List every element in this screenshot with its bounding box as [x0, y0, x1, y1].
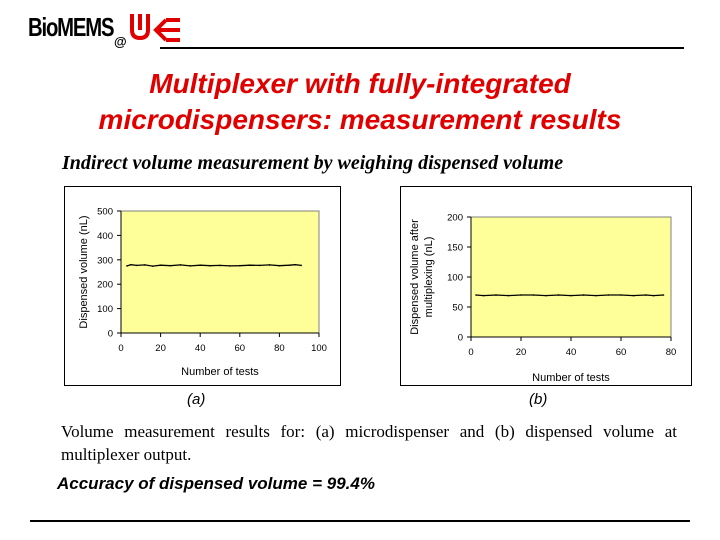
chart-a-ytick-label: 200	[97, 280, 113, 291]
chart-a-data-point	[268, 264, 271, 266]
chart-b-xtick-label: 0	[468, 347, 473, 358]
chart-b-ytick-label: 150	[447, 243, 463, 254]
chart-a-xtick-label: 60	[235, 343, 246, 354]
chart-a-xtick-label: 80	[274, 343, 285, 354]
chart-b-ylabel-line-2: multiplexing (nL)	[423, 237, 435, 318]
chart-a-ytick-label: 500	[97, 207, 113, 218]
chart-b-data-point	[495, 294, 497, 296]
chart-a: Dispensed volume (nL) Number of tests 0 1…	[78, 207, 327, 379]
chart-a-data-point	[248, 264, 251, 266]
chart-b-ylabel-line-1: Dispensed volume after	[409, 219, 421, 335]
chart-b-ytick-label: 50	[452, 303, 463, 314]
chart-a-plot-area	[120, 210, 320, 334]
chart-b-xtick-label: 60	[616, 347, 627, 358]
chart-a-data-point	[179, 264, 182, 266]
chart-a-data-point	[169, 264, 172, 267]
figure-caption: Volume measurement results for: (a) micr…	[61, 422, 677, 464]
chart-a-ylabel: Dispensed volume (nL)	[78, 215, 90, 328]
chart-b-data-point	[620, 294, 622, 296]
header-rule	[160, 47, 684, 49]
chart-b-xtick-label: 20	[516, 347, 527, 358]
chart-b-data-point	[607, 294, 610, 296]
chart-a-xtick-label: 0	[118, 343, 123, 354]
chart-a-data-point	[300, 264, 302, 267]
chart-b-frame: Dispensed volume after multiplexing (nL)…	[400, 186, 692, 386]
chart-b-xtick-label: 80	[666, 347, 677, 358]
chart-b-xtick-label: 40	[566, 347, 577, 358]
chart-a-data-point	[130, 263, 132, 266]
university-emblem-icon	[130, 14, 180, 42]
chart-b: Dispensed volume after multiplexing (nL)…	[409, 213, 677, 385]
chart-b-ytick-label: 0	[458, 333, 463, 344]
chart-b-data-point	[482, 294, 485, 297]
chart-a-ytick-label: 400	[97, 231, 113, 242]
chart-b-data-point	[520, 294, 522, 296]
chart-a-data-point	[239, 264, 241, 267]
chart-a-xtick-label: 100	[311, 343, 327, 354]
logo-text: BioMEMS	[28, 12, 114, 42]
chart-a-data-point	[199, 264, 201, 266]
chart-a-data-point	[143, 264, 146, 266]
chart-a-data-point	[159, 264, 162, 266]
chart-a-data-point	[229, 265, 231, 267]
chart-b-data-point	[632, 294, 635, 297]
chart-b-data-point	[662, 294, 665, 296]
chart-b-data-point	[557, 294, 560, 296]
chart-b-xlabel: Number of tests	[532, 372, 610, 384]
panel-label-a: (a)	[187, 391, 206, 408]
chart-a-data-point	[126, 265, 128, 267]
chart-b-data-point	[570, 294, 572, 297]
title-line-2: microdispensers: measurement results	[98, 104, 622, 135]
chart-a-ytick-label: 100	[97, 304, 113, 315]
chart-b-ytick-label: 100	[447, 273, 463, 284]
chart-a-data-point	[258, 264, 261, 267]
chart-b-data-point	[582, 294, 585, 296]
chart-a-data-point	[294, 263, 297, 266]
chart-a-data-point	[136, 264, 138, 267]
chart-a-xtick-label: 40	[195, 343, 206, 354]
chart-a-ytick-label: 300	[97, 255, 113, 266]
chart-a-data-point	[151, 265, 154, 267]
footer-rule	[30, 520, 690, 522]
chart-b-data-point	[545, 294, 547, 297]
biomems-logo: BioMEMS @	[28, 10, 180, 50]
chart-a-xtick-label: 20	[155, 343, 166, 354]
chart-a-data-point	[278, 264, 281, 267]
panel-label-b: (b)	[529, 391, 548, 408]
accuracy-statement: Accuracy of dispensed volume = 99.4%	[57, 474, 375, 493]
title-line-1: Multiplexer with fully-integrated	[149, 68, 571, 99]
chart-b-data-point	[645, 294, 647, 296]
chart-b-series-line	[475, 294, 664, 297]
slide-subtitle: Indirect volume measurement by weighing …	[62, 152, 564, 174]
chart-a-xlabel: Number of tests	[181, 366, 259, 378]
chart-a-frame: Dispensed volume (nL) Number of tests 0 1…	[64, 186, 341, 386]
logo-at-sign: @	[114, 34, 127, 49]
chart-b-data-point	[652, 294, 655, 297]
chart-a-data-point	[288, 264, 291, 266]
chart-a-data-point	[209, 264, 211, 267]
chart-b-data-point	[532, 294, 535, 296]
chart-b-data-point	[475, 294, 477, 296]
chart-a-data-point	[189, 265, 192, 267]
chart-b-data-point	[507, 294, 510, 297]
chart-b-data-point	[595, 294, 597, 297]
chart-a-ytick-label: 0	[108, 329, 113, 340]
slide-title: Multiplexer with fully-integrated microd…	[0, 66, 720, 138]
chart-b-ytick-label: 200	[447, 213, 463, 224]
chart-b-plot-area	[470, 216, 672, 338]
chart-a-data-point	[219, 264, 221, 267]
